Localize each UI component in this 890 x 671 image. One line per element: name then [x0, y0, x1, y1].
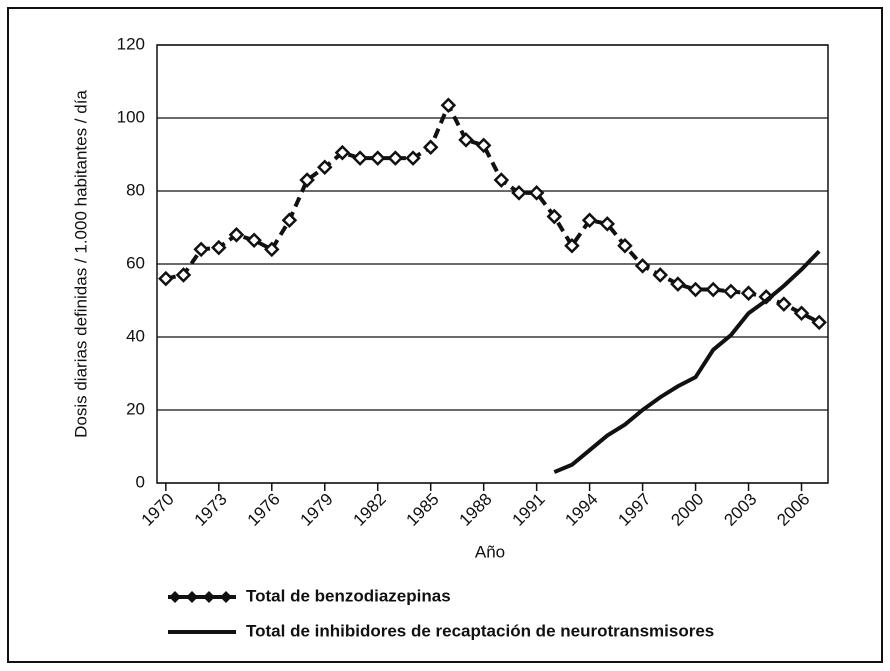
- y-tick-label: 80: [126, 180, 145, 199]
- x-tick-label: 1985: [403, 490, 443, 530]
- marker: [511, 185, 527, 201]
- marker: [617, 237, 633, 254]
- marker: [440, 97, 457, 113]
- marker: [740, 285, 757, 301]
- x-tick-label: 1970: [138, 490, 178, 530]
- y-tick-label: 20: [126, 399, 145, 418]
- marker: [581, 212, 598, 228]
- x-axis-label: Año: [475, 542, 505, 561]
- legend-marker: [169, 591, 181, 603]
- marker: [422, 139, 439, 155]
- line: [553, 249, 821, 474]
- y-tick-label: 60: [126, 253, 145, 272]
- marker: [281, 212, 298, 228]
- plot-border: [156, 44, 829, 484]
- legend-label: Total de inhibidores de recaptación de n…: [246, 621, 714, 640]
- marker: [776, 296, 792, 312]
- x-tick-label: 1997: [614, 490, 654, 530]
- marker: [670, 276, 686, 292]
- marker: [211, 239, 227, 256]
- marker: [369, 150, 386, 166]
- marker: [228, 227, 245, 243]
- y-tick-label: 40: [126, 326, 145, 345]
- marker: [334, 144, 351, 161]
- x-tick-label: 1982: [350, 490, 390, 530]
- marker: [387, 150, 404, 166]
- marker: [246, 232, 262, 249]
- marker: [316, 159, 333, 176]
- marker: [458, 132, 474, 148]
- marker: [493, 172, 510, 188]
- x-tick-label: 1988: [455, 490, 495, 530]
- marker: [705, 281, 721, 298]
- marker: [793, 305, 810, 322]
- line: [165, 100, 821, 325]
- frame: [7, 7, 883, 663]
- marker: [546, 208, 563, 225]
- marker: [299, 172, 315, 188]
- x-tick-label: 1991: [508, 490, 548, 530]
- marker: [811, 314, 827, 331]
- marker: [405, 150, 421, 166]
- x-tick-label: 1994: [561, 490, 601, 530]
- marker: [634, 258, 651, 274]
- x-tick-label: 1973: [191, 490, 231, 530]
- legend-marker: [220, 591, 232, 603]
- y-axis-label: Dosis diarias definidas / 1.000 habitant…: [71, 90, 90, 438]
- legend-marker: [203, 591, 215, 603]
- marker: [564, 237, 580, 254]
- marker: [158, 270, 174, 287]
- marker: [687, 281, 704, 298]
- x-tick-label: 2000: [667, 490, 707, 530]
- marker: [652, 267, 669, 283]
- x-tick-label: 2003: [720, 490, 760, 530]
- y-tick-label: 0: [136, 472, 145, 491]
- legend-label: Total de benzodiazepinas: [246, 586, 451, 605]
- marker: [193, 241, 209, 258]
- x-tick-label: 2006: [773, 490, 813, 530]
- marker: [352, 150, 368, 166]
- legend-marker: [186, 591, 198, 603]
- x-tick-label: 1976: [244, 490, 284, 530]
- x-tick-label: 1979: [297, 490, 337, 530]
- marker: [475, 137, 492, 154]
- marker: [723, 283, 739, 300]
- y-tick-label: 100: [117, 107, 145, 126]
- marker: [175, 267, 192, 283]
- marker: [528, 185, 545, 201]
- y-tick-label: 120: [117, 34, 145, 53]
- marker: [599, 216, 616, 232]
- marker: [264, 241, 280, 258]
